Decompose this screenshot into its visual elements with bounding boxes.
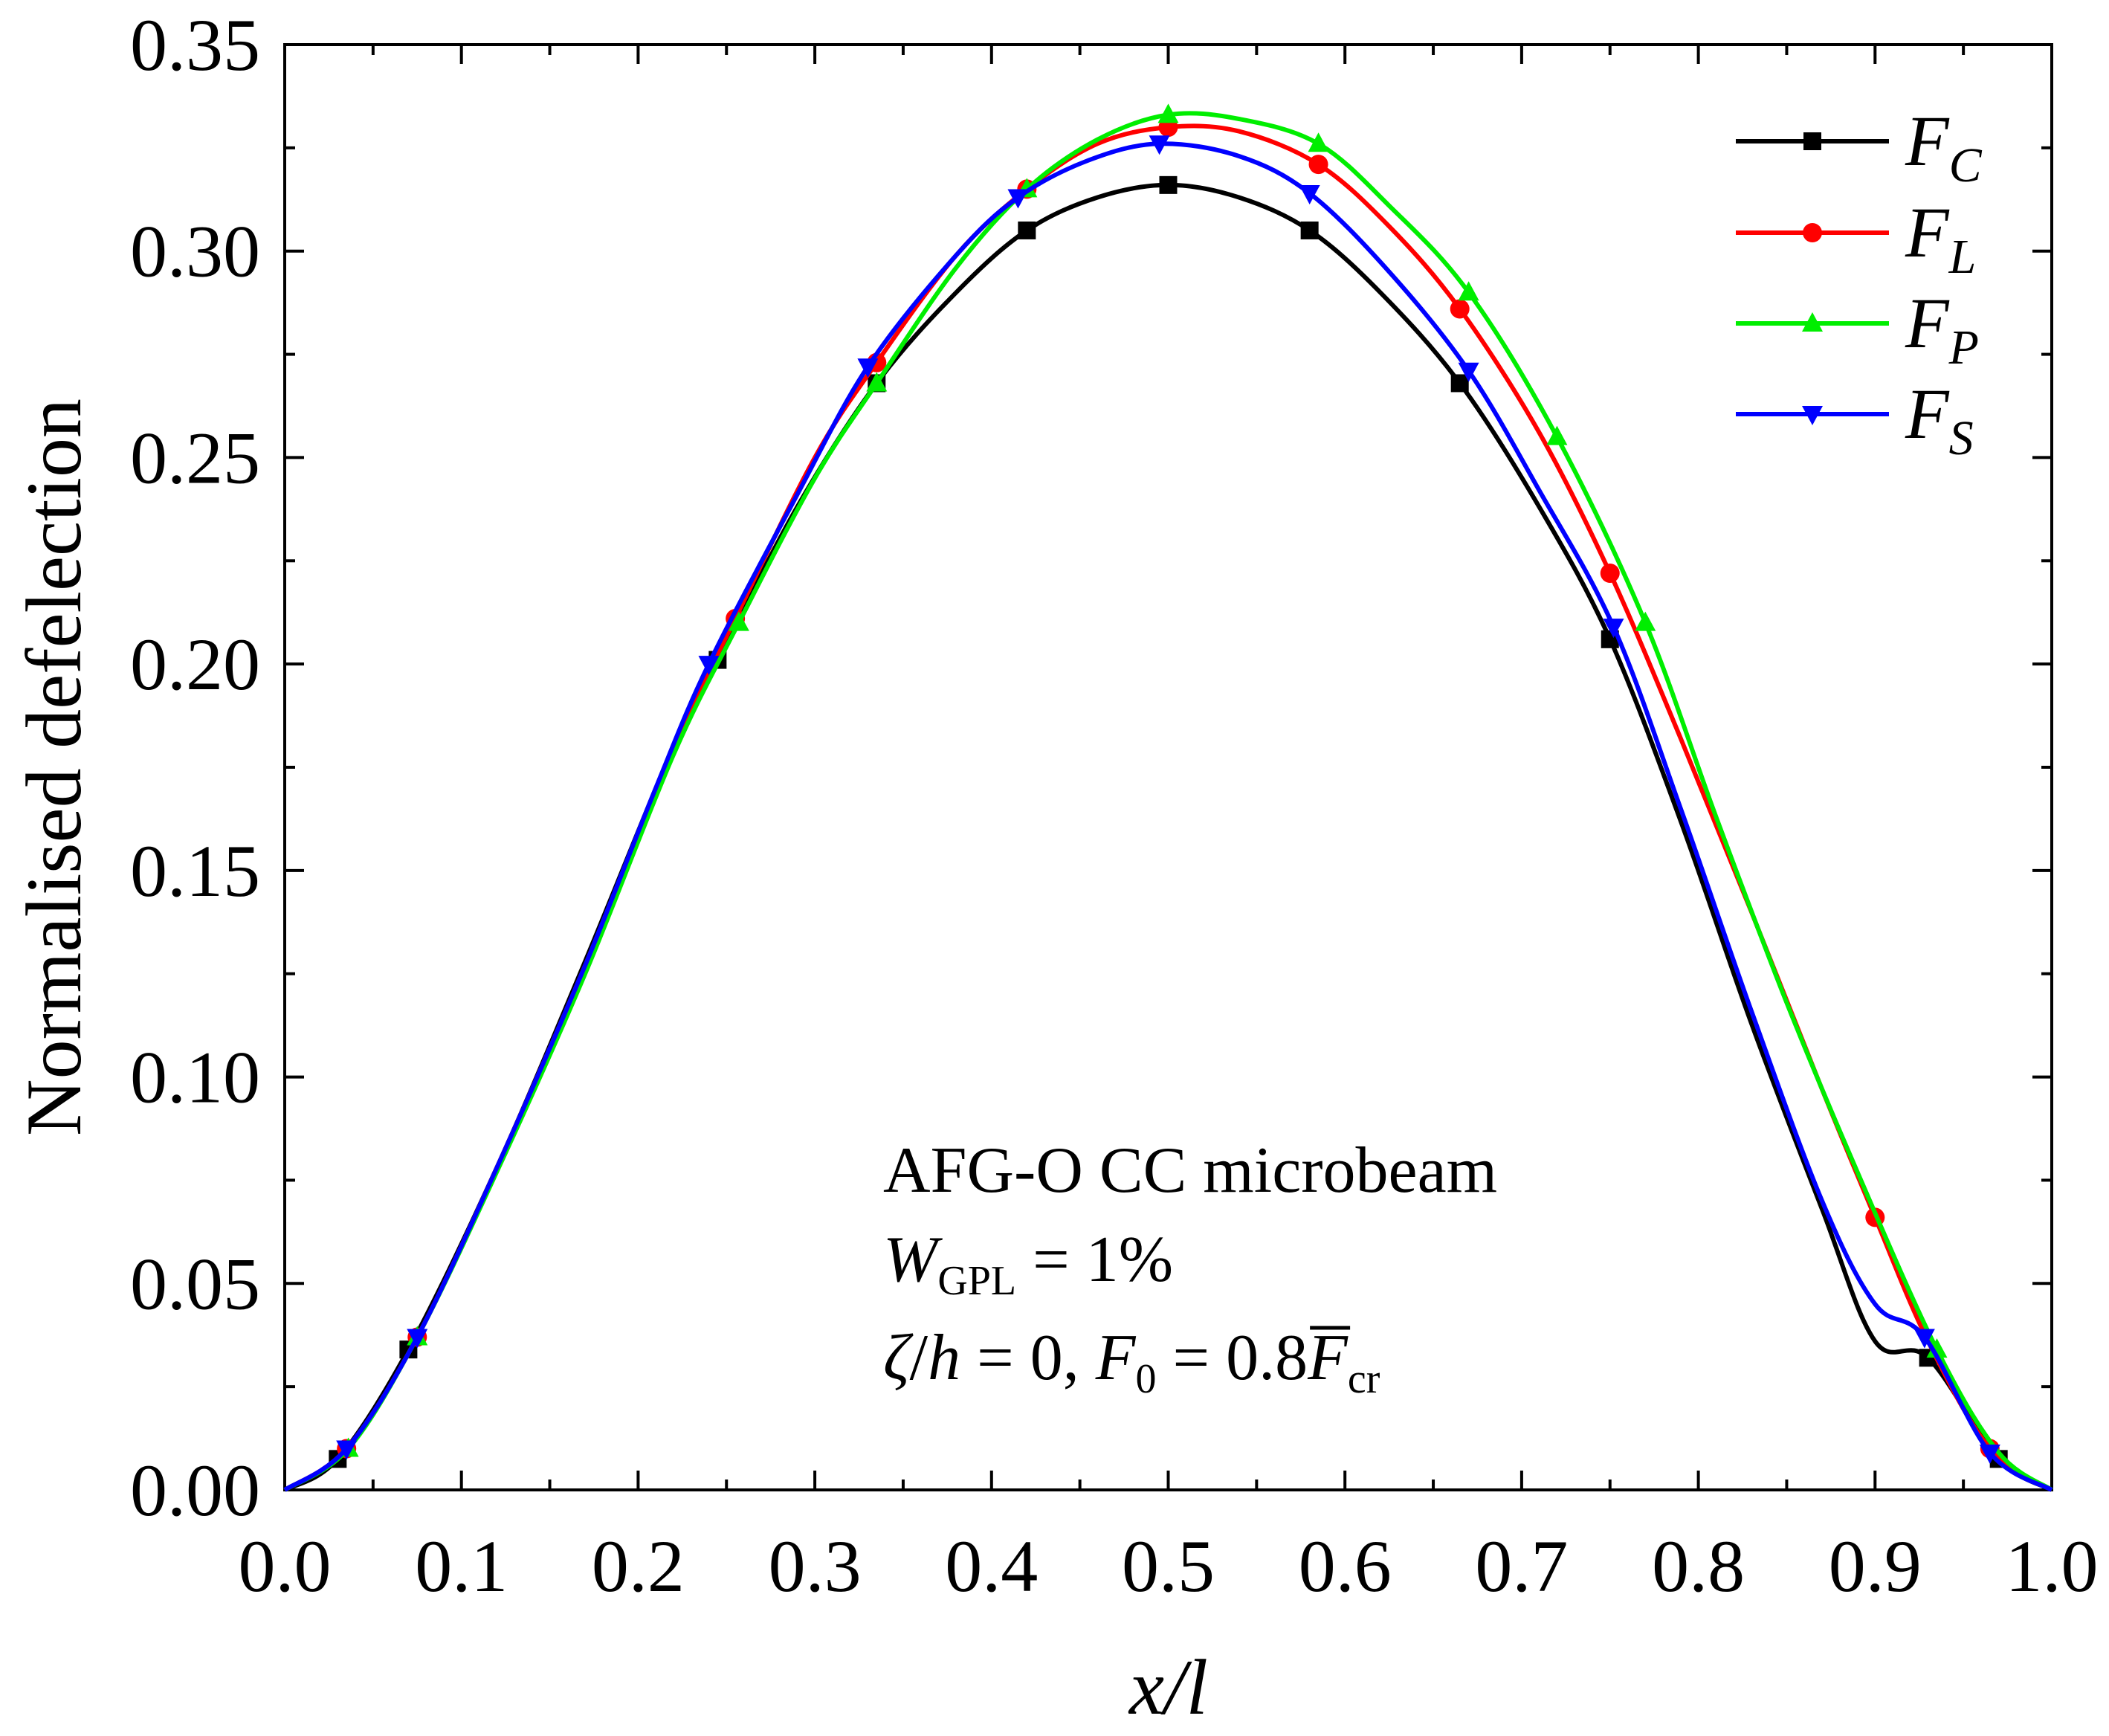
slash: / (910, 1322, 928, 1394)
y-axis-title: Normalised defelection (10, 398, 97, 1136)
legend-marker (1802, 312, 1823, 332)
y-tick-label: 0.05 (130, 1242, 260, 1325)
fcr-subscript: cr (1348, 1356, 1380, 1402)
data-point-F_P (1635, 611, 1656, 631)
data-point-F_S (1603, 619, 1624, 639)
x-tick-label: 0.0 (239, 1525, 332, 1607)
data-point-F_S (857, 358, 879, 378)
y-tick-label: 0.25 (130, 416, 260, 499)
x-tick-label: 0.7 (1475, 1525, 1568, 1607)
data-point-F_S (1458, 362, 1479, 382)
data-point-F_P (866, 372, 888, 392)
legend-label: FC (1905, 101, 1983, 193)
legend-label-main: F (1905, 283, 1950, 363)
data-point-F_S (1913, 1329, 1935, 1349)
legend-label: FS (1905, 374, 1974, 465)
w-subscript: GPL (937, 1258, 1016, 1304)
series-F_S (283, 135, 2053, 1492)
data-point-F_L (1308, 155, 1328, 175)
data-point-F_S (1007, 189, 1029, 209)
x-tick-label: 0.2 (592, 1525, 685, 1607)
legend-marker (1802, 406, 1823, 425)
y-tick-label: 0.30 (130, 210, 260, 293)
data-point-F_S (336, 1440, 358, 1460)
series-line-F_S (283, 141, 2053, 1492)
data-point-F_P (728, 611, 749, 631)
annotation-line-3: ζ/h = 0, F0 = 0.8Fcr (883, 1322, 1380, 1402)
x-tick-label: 1.0 (2006, 1525, 2099, 1607)
data-point-F_C (1450, 374, 1469, 393)
x-tick-label: 0.8 (1652, 1525, 1745, 1607)
data-point-F_P (1308, 132, 1329, 152)
legend-marker (1803, 132, 1821, 150)
annotation-line-2: WGPL = 1% (883, 1224, 1173, 1304)
data-point-F_S (1149, 135, 1170, 155)
zeta-symbol: ζ (883, 1322, 914, 1394)
legend-item-F_C: FC (1736, 101, 1983, 193)
data-point-F_P (1926, 1338, 1948, 1358)
data-point-F_L (1450, 299, 1470, 319)
data-point-F_S (1979, 1445, 2000, 1465)
data-point-F_P (1157, 103, 1179, 123)
legend-label-main: F (1905, 101, 1950, 181)
x-tick-label: 0.9 (1829, 1525, 1922, 1607)
legend-item-F_S: FS (1736, 374, 1974, 465)
legend-label: FP (1905, 283, 1979, 375)
x-tick-label: 0.3 (769, 1525, 862, 1607)
data-point-F_P (1458, 281, 1479, 301)
series-group (283, 103, 2053, 1492)
w-value: = 1% (1016, 1224, 1173, 1296)
legend-label-subscript: C (1949, 138, 1983, 193)
x-tick-label: 0.6 (1299, 1525, 1392, 1607)
fcr-symbol: F (1307, 1322, 1349, 1394)
y-tick-labels: 0.00 0.05 0.10 0.15 0.20 0.25 0.30 0.35 (130, 4, 260, 1532)
data-point-F_S (1299, 184, 1320, 204)
data-point-F_C (1300, 221, 1319, 239)
f0-subscript: 0 (1135, 1356, 1156, 1402)
annotation: AFG-O CC microbeam WGPL = 1% ζ/h = 0, F0… (883, 1135, 1497, 1402)
legend-marker (1803, 223, 1822, 242)
axis-ticks (283, 43, 2053, 1491)
x-axis-title: x/l (1128, 1644, 1208, 1731)
legend-label-main: F (1905, 193, 1950, 272)
legend-label: FL (1905, 193, 1976, 284)
legend-label-subscript: P (1948, 320, 1979, 375)
legend-item-F_L: FL (1736, 193, 1976, 284)
legend-label-subscript: L (1948, 230, 1977, 284)
data-point-F_S (698, 656, 720, 676)
h-symbol: h (928, 1322, 960, 1394)
legend-item-F_P: FP (1736, 283, 1979, 375)
y-tick-label: 0.00 (130, 1449, 260, 1532)
data-point-F_C (1159, 175, 1178, 194)
legend-label-main: F (1905, 374, 1950, 454)
data-point-F_C (1018, 221, 1036, 239)
legend-label-subscript: S (1949, 411, 1974, 465)
zeta-value: = 0, (960, 1322, 1096, 1394)
x-tick-label: 0.1 (415, 1525, 508, 1607)
y-tick-label: 0.15 (130, 830, 260, 912)
x-tick-label: 0.4 (945, 1525, 1038, 1607)
y-tick-label: 0.35 (130, 4, 260, 86)
x-tick-labels: 0.0 0.1 0.2 0.3 0.4 0.5 0.6 0.7 0.8 0.9 1.0 (239, 1525, 2099, 1607)
annotation-line-1: AFG-O CC microbeam (883, 1135, 1497, 1207)
data-point-F_P (1546, 425, 1568, 445)
data-point-F_S (407, 1329, 428, 1349)
data-point-F_L (1600, 563, 1620, 583)
w-symbol: W (883, 1224, 943, 1296)
y-tick-label: 0.20 (130, 623, 260, 706)
f0-symbol: F (1095, 1322, 1137, 1394)
x-tick-label: 0.5 (1122, 1525, 1215, 1607)
f0-value: = 0.8 (1156, 1322, 1308, 1394)
y-tick-label: 0.10 (130, 1036, 260, 1119)
